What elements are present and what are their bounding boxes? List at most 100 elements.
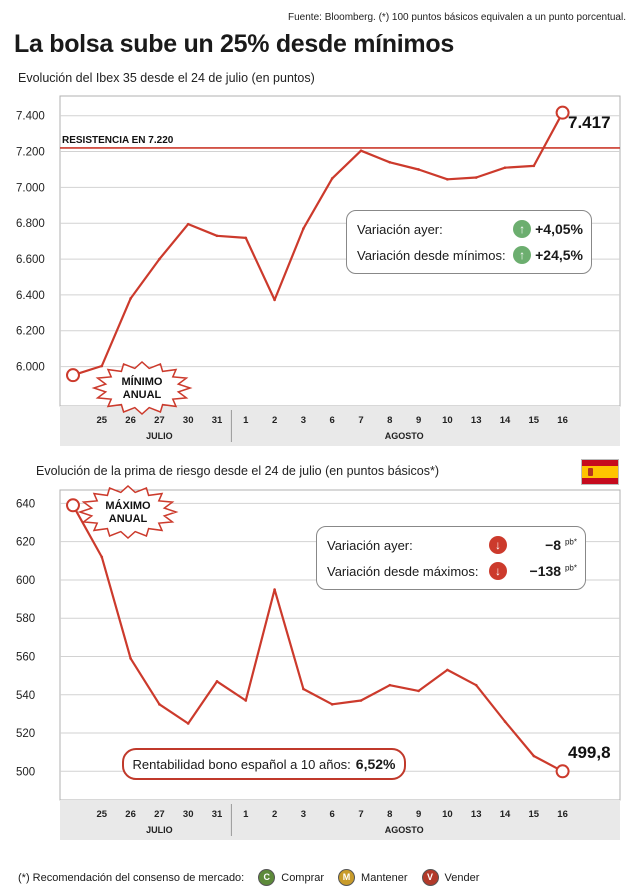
data-point	[359, 699, 363, 702]
x-tick-label: 15	[529, 415, 540, 426]
ibex-variation-yesterday-label: Variación ayer:	[357, 221, 443, 237]
y-tick-label: 6.800	[16, 218, 45, 230]
y-tick-label: 7.000	[16, 182, 45, 194]
badge-label-line2: ANUAL	[123, 389, 162, 401]
x-tick-label: 13	[471, 809, 482, 820]
x-tick-label: 9	[416, 809, 421, 820]
data-point	[388, 161, 392, 164]
page-title: La bolsa sube un 25% desde mínimos	[14, 30, 454, 58]
y-tick-label: 7.200	[16, 147, 45, 159]
bond-yield-value: 6,52%	[355, 756, 396, 772]
ibex-variation-since-min-label: Variación desde mínimos:	[357, 247, 506, 263]
footnote-text: (*) Recomendación del consenso de mercad…	[18, 871, 245, 884]
arrow-down-icon: ↓	[489, 562, 507, 580]
x-tick-label: 10	[442, 415, 453, 426]
ibex-variation-since-min: Variación desde mínimos: ↑ +24,5%	[357, 244, 583, 266]
badge-label-line1: MÍNIMO	[122, 375, 163, 388]
data-point	[417, 689, 420, 693]
data-series-line	[72, 504, 564, 773]
data-point	[66, 498, 80, 513]
x-tick-label: 25	[97, 809, 108, 820]
x-tick-label: 1	[243, 415, 249, 426]
premium-variation-yesterday-value: −8 pb*	[545, 537, 577, 553]
bond-yield-box: Rentabilidad bono español a 10 años: 6,5…	[122, 748, 406, 780]
hold-label: Mantener	[361, 871, 408, 884]
data-point	[417, 168, 420, 171]
spain-flag-icon	[581, 459, 619, 485]
data-point	[100, 364, 104, 368]
data-point	[474, 176, 478, 179]
footnote: (*) Recomendación del consenso de mercad…	[18, 869, 479, 886]
data-point	[474, 683, 478, 687]
arrow-up-icon: ↑	[513, 246, 532, 264]
data-series-line	[72, 112, 564, 377]
ibex-variation-yesterday: Variación ayer: ↑ +4,05%	[357, 218, 583, 240]
ibex-variation-box: Variación ayer: ↑ +4,05% Variación desde…	[346, 210, 592, 274]
badge-label-line2: ANUAL	[109, 513, 148, 525]
premium-variation-since-max-value: −138 pb*	[529, 563, 577, 579]
x-tick-label: 13	[471, 415, 482, 426]
data-point	[388, 683, 392, 687]
month-label: AGOSTO	[385, 431, 424, 441]
data-point	[273, 298, 276, 302]
bond-yield-label: Rentabilidad bono español a 10 años:	[132, 756, 351, 772]
premium-variation-yesterday: Variación ayer: ↓ −8 pb*	[327, 534, 577, 556]
arrow-up-icon: ↑	[513, 220, 532, 238]
premium-variation-yesterday-label: Variación ayer:	[327, 537, 413, 553]
ibex-variation-since-min-value: +24,5%	[535, 247, 583, 263]
x-tick-label: 6	[330, 809, 335, 820]
month-label: JULIO	[146, 431, 173, 441]
x-tick-label: 10	[442, 809, 453, 820]
month-label: AGOSTO	[385, 825, 424, 835]
x-tick-label: 8	[387, 415, 392, 426]
x-tick-label: 31	[212, 809, 223, 820]
last-value-label: 7.417	[568, 113, 611, 132]
premium-variation-since-max-label: Variación desde máximos:	[327, 563, 479, 579]
data-point	[503, 166, 507, 169]
y-tick-label: 540	[16, 690, 35, 702]
y-tick-label: 6.200	[16, 326, 45, 338]
x-tick-label: 25	[97, 415, 108, 426]
data-point	[244, 699, 248, 702]
data-point	[186, 222, 190, 226]
data-point	[330, 703, 334, 706]
x-tick-label: 9	[416, 415, 421, 426]
y-tick-label: 6.400	[16, 290, 45, 302]
x-tick-label: 30	[183, 415, 194, 426]
data-point	[532, 754, 536, 758]
x-tick-label: 27	[154, 809, 165, 820]
x-tick-label: 6	[330, 415, 335, 426]
x-tick-label: 8	[387, 809, 392, 820]
badge-label-line1: MÁXIMO	[105, 499, 151, 512]
data-point	[273, 588, 276, 591]
data-point	[100, 555, 104, 559]
sell-badge-icon: V	[421, 869, 439, 886]
data-point	[215, 234, 219, 238]
x-tick-label: 2	[272, 415, 277, 426]
y-tick-label: 580	[16, 613, 35, 625]
y-tick-label: 600	[16, 575, 35, 587]
y-tick-label: 6.600	[16, 254, 45, 266]
x-tick-label: 26	[125, 415, 136, 426]
data-point	[330, 177, 334, 180]
source-note: Fuente: Bloomberg. (*) 100 puntos básico…	[288, 12, 626, 23]
x-tick-label: 27	[154, 415, 165, 426]
data-point	[244, 236, 248, 240]
y-tick-label: 7.400	[16, 111, 45, 123]
premium-variation-box: Variación ayer: ↓ −8 pb* Variación desde…	[316, 526, 586, 590]
resistance-label: RESISTENCIA EN 7.220	[62, 135, 174, 146]
arrow-down-icon: ↓	[489, 536, 507, 554]
data-point	[302, 687, 305, 691]
buy-badge-icon: C	[258, 869, 276, 886]
data-point	[359, 149, 363, 152]
x-axis-band	[60, 800, 620, 840]
y-tick-label: 6.000	[16, 362, 45, 374]
data-point	[446, 178, 449, 181]
sell-label: Vender	[444, 871, 480, 884]
data-point	[186, 722, 190, 725]
y-tick-label: 520	[16, 728, 35, 740]
x-tick-label: 31	[212, 415, 223, 426]
x-axis-band	[60, 406, 620, 446]
data-point	[532, 164, 536, 168]
x-tick-label: 14	[500, 415, 511, 426]
